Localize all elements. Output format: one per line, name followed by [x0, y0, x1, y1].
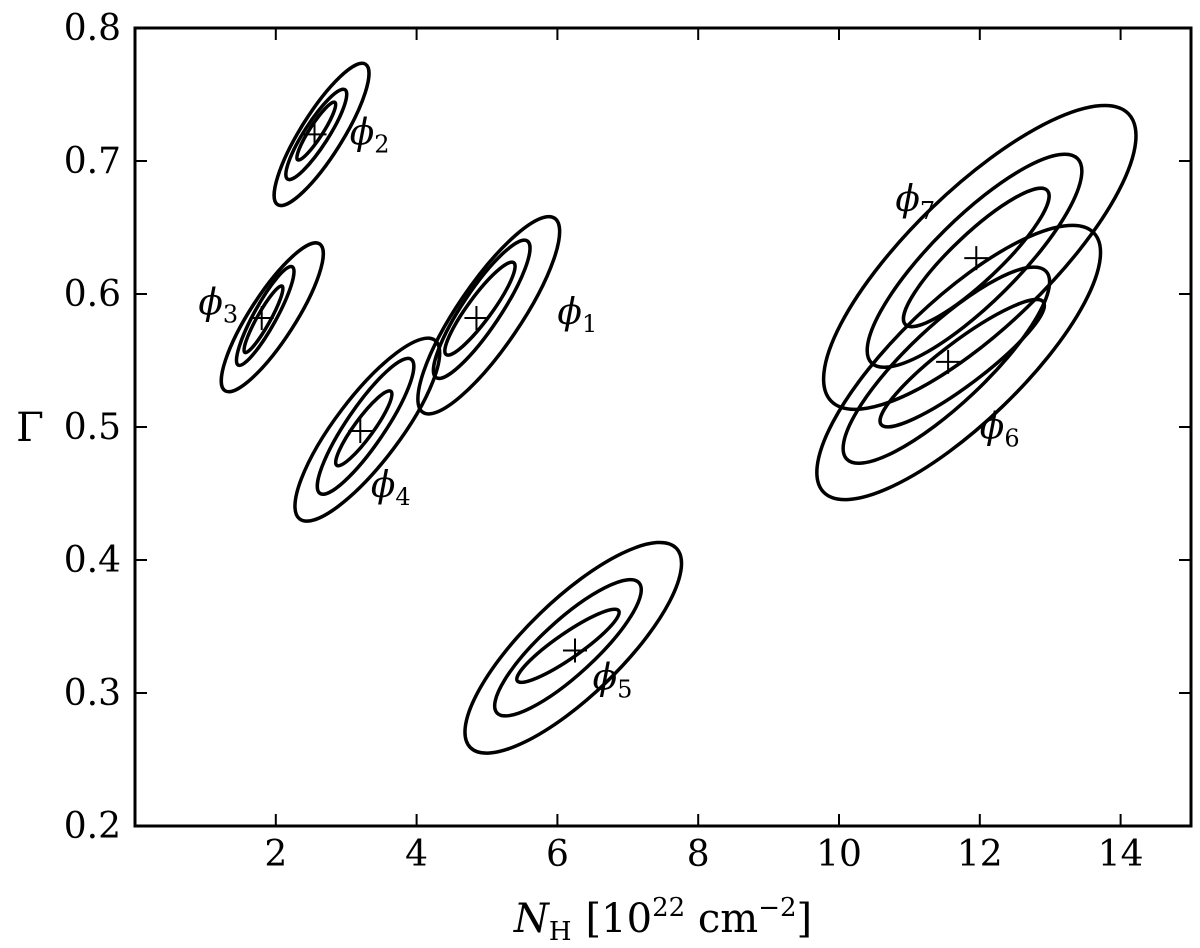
y-axis-label: Γ — [16, 405, 44, 451]
contour-phi7-level3 — [821, 103, 1138, 412]
contour-phi1-level1 — [443, 260, 517, 357]
x-tick-label: 4 — [405, 834, 428, 875]
best-fit-marker-phi5 — [563, 638, 587, 663]
phase-label-symbol: ϕ — [350, 112, 375, 153]
y-tick-label: 0.2 — [64, 806, 121, 847]
phase-label-subscript: 6 — [1004, 424, 1019, 452]
x-tick-label: 6 — [546, 834, 569, 875]
phase-label-phi3: ϕ3 — [198, 283, 238, 329]
contour-phi6-level2 — [841, 265, 1052, 465]
x-axis-units-exp2: −2 — [758, 893, 796, 923]
contour-phi5-level2 — [492, 577, 644, 718]
contour-phi2-level2 — [284, 87, 349, 182]
x-tick-label: 12 — [957, 834, 1003, 875]
contour-phi4-level2 — [315, 356, 416, 496]
phase-label-phi6: ϕ6 — [980, 406, 1020, 452]
best-fit-marker-phi4 — [348, 418, 373, 443]
phase-label-subscript: 4 — [395, 483, 410, 511]
best-fit-marker-phi1 — [464, 305, 489, 330]
contour-phi4-level3 — [293, 336, 442, 523]
y-tick-label: 0.8 — [64, 8, 121, 49]
phase-label-phi2: ϕ2 — [350, 112, 390, 158]
x-axis-symbol: N — [513, 896, 551, 942]
phase-label-symbol: ϕ — [980, 406, 1005, 447]
x-tick-label: 2 — [264, 834, 287, 875]
phase-label-phi4: ϕ4 — [371, 465, 411, 511]
x-axis-units-mid: cm — [685, 896, 758, 942]
plot-frame — [133, 26, 1193, 828]
contour-phi5-level3 — [463, 540, 684, 755]
tick-layer: 2 4 6 8 10 12 140.20.30.40.50.60.70.8 — [64, 8, 1191, 875]
y-tick-label: 0.4 — [64, 540, 121, 581]
x-tick-label: 14 — [1098, 834, 1144, 875]
x-tick-label: 10 — [816, 834, 862, 875]
x-tick-label: 8 — [687, 834, 710, 875]
contour-phi3-level1 — [242, 284, 285, 355]
phase-label-phi5: ϕ5 — [593, 658, 633, 704]
phase-label-symbol: ϕ — [371, 465, 396, 506]
y-tick-label: 0.7 — [64, 141, 121, 182]
phase-label-subscript: 5 — [617, 676, 632, 704]
phase-label-phi7: ϕ7 — [895, 179, 935, 225]
phase-label-phi1: ϕ1 — [557, 292, 597, 338]
y-tick-label: 0.3 — [64, 673, 121, 714]
best-fit-marker-phi2 — [302, 122, 327, 147]
contour-phi3-level2 — [234, 264, 296, 368]
contour-layer — [219, 61, 1138, 755]
x-axis-units-exp: 22 — [652, 893, 685, 923]
contour-phi3-level3 — [219, 241, 326, 394]
x-axis-label: NH [1022 cm−2] — [513, 893, 812, 947]
best-fit-marker-phi7 — [964, 246, 989, 271]
phase-label-subscript: 2 — [374, 130, 389, 158]
phase-label-symbol: ϕ — [198, 283, 223, 324]
x-axis-units-pre: [10 — [586, 896, 653, 942]
contour-phi7-level2 — [865, 152, 1084, 370]
phase-label-symbol: ϕ — [557, 292, 582, 333]
y-tick-label: 0.5 — [64, 407, 121, 448]
best-fit-marker-phi6 — [936, 349, 961, 374]
x-axis-subscript: H — [549, 917, 572, 947]
phase-label-subscript: 3 — [223, 301, 238, 329]
contour-phi4-level1 — [333, 389, 394, 468]
contour-phi1-level3 — [416, 214, 562, 416]
phase-label-symbol: ϕ — [895, 179, 920, 220]
x-axis-units-post: ] — [797, 896, 813, 942]
y-tick-label: 0.6 — [64, 274, 121, 315]
contour-phi7-level1 — [901, 186, 1051, 329]
contour-phi2-level3 — [272, 61, 371, 208]
best-fit-marker-phi3 — [249, 305, 274, 330]
phase-label-symbol: ϕ — [593, 658, 618, 699]
center-marker-layer — [249, 122, 989, 663]
phase-label-subscript: 7 — [920, 197, 935, 225]
phase-label-subscript: 1 — [582, 310, 597, 338]
